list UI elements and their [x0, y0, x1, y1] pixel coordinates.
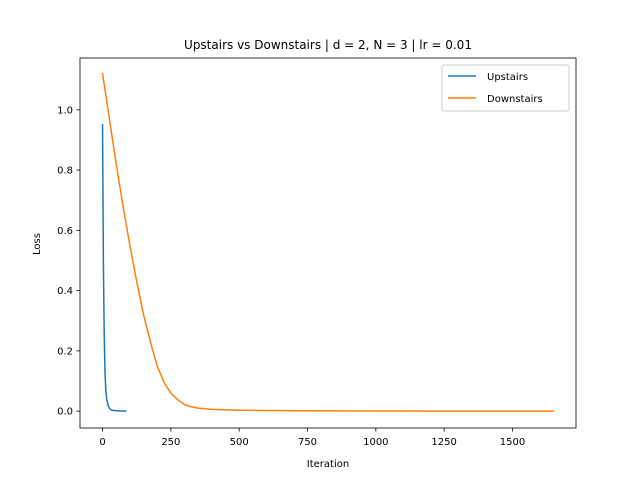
y-axis-ticks: 0.0 0.2 0.4 0.6 0.8 1.0	[57, 105, 80, 418]
x-tick-label: 1000	[363, 437, 388, 448]
y-tick-label: 0.6	[57, 226, 73, 237]
y-tick-label: 0.0	[57, 407, 73, 418]
y-tick-label: 1.0	[57, 105, 73, 116]
x-tick-label: 250	[161, 437, 180, 448]
legend-label-upstairs: Upstairs	[487, 72, 528, 83]
x-axis-ticks: 0 250 500 750 1000 1250 1500	[99, 428, 525, 448]
axes-frame	[79, 57, 577, 429]
legend-label-downstairs: Downstairs	[487, 94, 543, 105]
plot-lines	[101, 72, 555, 412]
series-line-downstairs	[101, 72, 555, 412]
x-axis-label: Iteration	[307, 459, 349, 470]
x-tick-label: 750	[298, 437, 317, 448]
y-axis-label: Loss	[32, 233, 43, 255]
y-tick-label: 0.4	[57, 286, 73, 297]
x-tick-label: 1500	[500, 437, 525, 448]
y-tick-label: 0.2	[57, 346, 73, 357]
y-tick-label: 0.8	[57, 166, 73, 177]
series-line-upstairs	[101, 124, 127, 412]
x-tick-label: 1250	[431, 437, 456, 448]
legend: Upstairs Downstairs	[441, 64, 570, 112]
x-tick-label: 0	[99, 437, 105, 448]
x-tick-label: 500	[230, 437, 249, 448]
chart-title: Upstairs vs Downstairs | d = 2, N = 3 | …	[184, 38, 472, 52]
